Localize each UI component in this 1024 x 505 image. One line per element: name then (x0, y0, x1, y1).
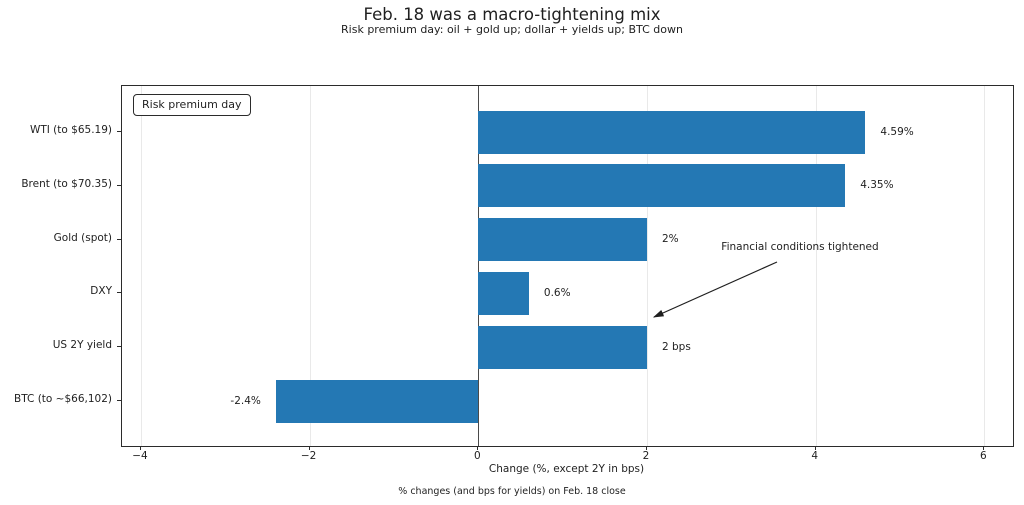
bar-value-label: 2% (662, 233, 679, 246)
x-tick-mark (646, 446, 647, 450)
chart-footnote: % changes (and bps for yields) on Feb. 1… (398, 486, 626, 497)
zero-line (478, 86, 480, 446)
x-axis-label: Change (%, except 2Y in bps) (488, 463, 645, 475)
y-tick-mark (117, 400, 121, 401)
y-category-label: DXY (90, 285, 112, 298)
bar (478, 164, 846, 208)
bar-value-label: -2.4% (230, 394, 261, 407)
x-tick-label: −4 (132, 450, 148, 462)
y-category-label: WTI (to $65.19) (29, 124, 112, 136)
x-tick-mark (140, 446, 141, 450)
gridline (309, 86, 311, 446)
bar (275, 379, 479, 423)
y-tick-mark (117, 131, 121, 132)
gridline (647, 86, 648, 446)
x-tick-mark (477, 446, 479, 450)
x-tick-mark (308, 446, 310, 450)
bar (478, 325, 647, 369)
legend-box: Risk premium day (133, 94, 251, 116)
chart-subtitle: Risk premium day: oil + gold up; dollar … (341, 23, 683, 36)
bar (478, 218, 647, 262)
bar-value-label: 4.59% (880, 125, 914, 138)
bar (478, 271, 529, 315)
y-tick-mark (117, 238, 121, 240)
plot-area: Risk premium day Financial conditions ti… (121, 85, 1014, 447)
bar-value-label: 2 bps (662, 340, 691, 353)
y-category-label: Gold (spot) (53, 231, 112, 244)
legend-label: Risk premium day (142, 98, 242, 111)
bar-value-label: 4.35% (860, 179, 894, 192)
y-tick-mark (117, 346, 121, 348)
gridline (815, 86, 817, 446)
x-tick-mark (814, 446, 816, 450)
x-tick-label: −2 (300, 450, 317, 462)
bar-value-label: 0.6% (543, 286, 571, 299)
gridline (141, 86, 142, 446)
y-tick-mark (117, 292, 121, 294)
chart-title: Feb. 18 was a macro-tightening mix (363, 5, 661, 24)
x-tick-label: 6 (979, 450, 987, 462)
y-category-label: US 2Y yield (52, 339, 112, 352)
y-tick-mark (117, 184, 121, 186)
x-tick-label: 4 (811, 450, 819, 462)
x-tick-mark (983, 446, 985, 450)
bar (478, 110, 866, 154)
annotation-text: Financial conditions tightened (721, 241, 879, 253)
y-category-label: BTC (to ~$66,102) (14, 393, 112, 405)
y-category-label: Brent (to $70.35) (21, 177, 112, 190)
gridline (984, 86, 986, 446)
x-tick-label: 0 (473, 450, 481, 462)
x-tick-label: 2 (642, 450, 650, 462)
